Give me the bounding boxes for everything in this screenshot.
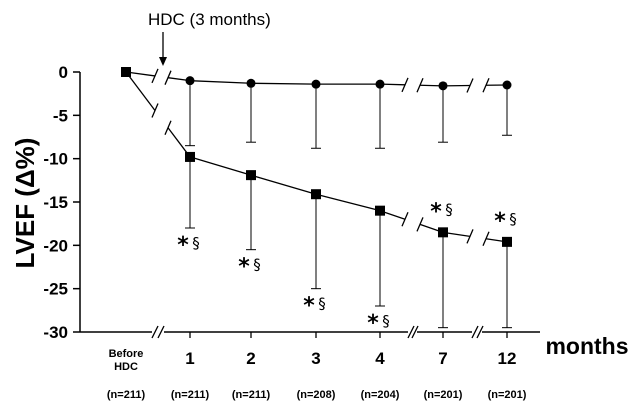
line-break-mark bbox=[401, 212, 409, 227]
line-break-mark bbox=[151, 103, 159, 118]
x-axis-break-mark bbox=[471, 325, 479, 339]
series-line-segment bbox=[315, 193, 381, 212]
line-break-mark bbox=[151, 68, 159, 84]
x-tick-label: Before bbox=[109, 348, 144, 360]
x-axis-break-mark bbox=[407, 325, 415, 339]
line-break-mark bbox=[466, 229, 474, 244]
data-point-square bbox=[438, 227, 448, 238]
line-break-mark bbox=[466, 78, 474, 93]
y-tick-label: -20 bbox=[43, 236, 68, 255]
error-bars bbox=[185, 80, 512, 329]
y-axis-title: LVEF (Δ%) bbox=[10, 138, 40, 269]
sample-size-label: (n=211) bbox=[232, 389, 271, 401]
series-line-segment bbox=[189, 156, 252, 176]
significance-star: * bbox=[430, 199, 442, 224]
significance-section: § bbox=[318, 295, 326, 313]
data-point-square bbox=[375, 205, 385, 216]
significance-section: § bbox=[509, 210, 517, 228]
line-break-mark bbox=[416, 217, 424, 232]
x-tick-label: 1 bbox=[185, 349, 194, 368]
x-tick-label: HDC bbox=[114, 361, 138, 373]
significance-section: § bbox=[253, 256, 261, 274]
x-tick-label: 12 bbox=[498, 349, 517, 368]
data-point-circle bbox=[375, 79, 385, 89]
hdc-annotation: HDC (3 months) bbox=[148, 10, 271, 29]
sample-size-label: (n=208) bbox=[297, 389, 336, 401]
series-line-segment bbox=[189, 80, 252, 84]
significance-section: § bbox=[445, 200, 453, 218]
line-break-mark bbox=[164, 120, 172, 135]
x-tick-label: 2 bbox=[246, 349, 255, 368]
x-axis-break-mark bbox=[157, 325, 165, 339]
significance-star: * bbox=[177, 233, 189, 258]
y-tick-label: -10 bbox=[43, 150, 68, 169]
y-tick-label: -5 bbox=[53, 106, 68, 125]
significance-section: § bbox=[382, 312, 390, 330]
x-axis-break-mark bbox=[151, 325, 159, 339]
data-point-circle bbox=[502, 80, 512, 90]
axes bbox=[73, 71, 540, 339]
significance-markers: * §* §* §* §* § * § bbox=[177, 199, 517, 336]
y-tick-label: -25 bbox=[43, 280, 68, 299]
significance-star: * bbox=[238, 255, 250, 280]
data-point-square bbox=[121, 67, 131, 77]
significance-star: * bbox=[303, 294, 315, 319]
sample-size-label: (n=201) bbox=[424, 389, 463, 401]
significance-star: * bbox=[367, 311, 379, 336]
data-point-circle bbox=[438, 81, 448, 91]
x-axis-break-mark bbox=[476, 325, 484, 339]
annotation-arrow-head bbox=[159, 57, 167, 66]
x-tick-label: 3 bbox=[311, 349, 320, 368]
significance-section: § bbox=[192, 234, 200, 252]
data-point-circle bbox=[311, 79, 321, 89]
series-line-segment bbox=[250, 82, 317, 85]
line-break-mark bbox=[482, 231, 490, 246]
series-line-segment bbox=[250, 174, 317, 195]
data-point-circle bbox=[185, 76, 195, 86]
data-point-circle bbox=[246, 78, 256, 88]
line-break-mark bbox=[482, 78, 490, 93]
x-axis-break-mark bbox=[411, 325, 419, 339]
line-break-mark bbox=[416, 77, 424, 93]
x-tick-label: 7 bbox=[438, 349, 447, 368]
data-point-square bbox=[246, 170, 256, 181]
line-break-mark bbox=[401, 77, 409, 93]
x-axis-title: months bbox=[545, 333, 628, 359]
line-break-mark bbox=[164, 70, 172, 85]
data-point-square bbox=[185, 151, 195, 162]
sample-size-label: (n=211) bbox=[107, 389, 146, 401]
y-tick-label: 0 bbox=[59, 63, 68, 82]
sample-size-label: (n=204) bbox=[361, 389, 400, 401]
sample-size-label: (n=211) bbox=[171, 389, 210, 401]
significance-star: * bbox=[494, 209, 506, 234]
data-point-square bbox=[502, 236, 512, 247]
series-line-segment bbox=[125, 71, 156, 111]
series-markers bbox=[121, 67, 512, 247]
y-tick-label: -15 bbox=[43, 193, 68, 212]
y-tick-label: -30 bbox=[43, 323, 68, 342]
x-tick-label: 4 bbox=[375, 349, 385, 368]
sample-size-label: (n=201) bbox=[488, 389, 527, 401]
data-point-square bbox=[311, 189, 321, 200]
